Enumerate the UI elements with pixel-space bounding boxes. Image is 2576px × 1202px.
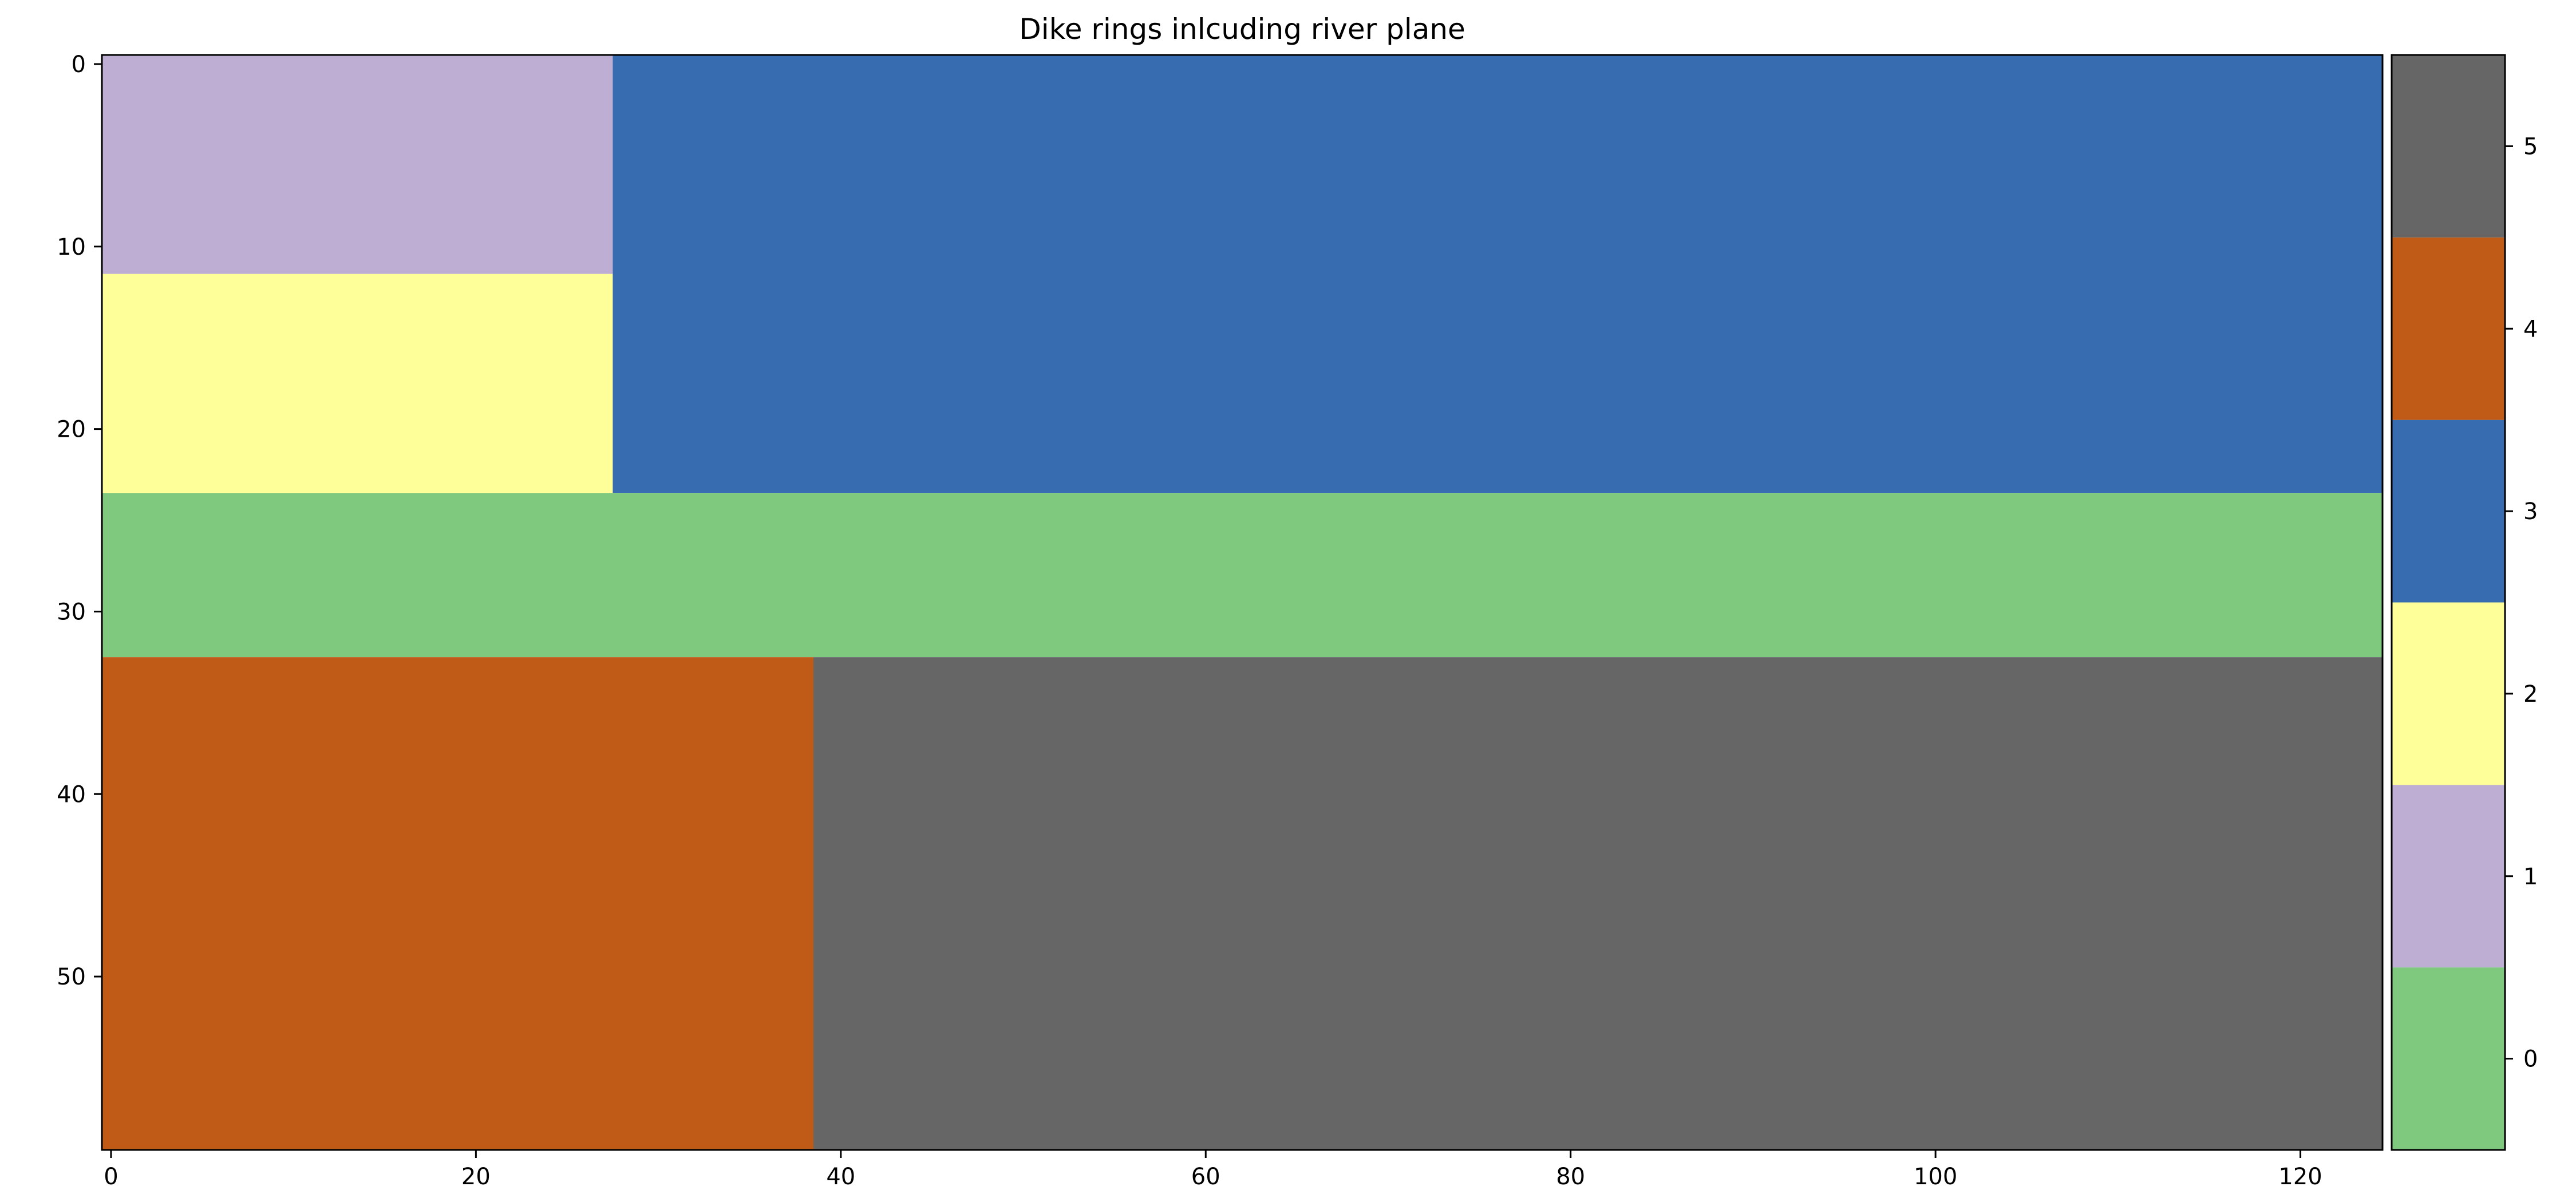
heatmap-region-5 (813, 657, 2383, 1150)
colorbar-tick-label: 3 (2523, 499, 2538, 525)
y-tick-label: 50 (57, 964, 86, 990)
colorbar-tick-label: 4 (2523, 316, 2538, 342)
plot-frame (101, 54, 2384, 1151)
y-tick-label: 20 (57, 417, 86, 443)
colorbar-tick-label: 1 (2523, 864, 2538, 890)
y-tick-label: 10 (57, 234, 86, 260)
heatmap-region-4 (102, 657, 814, 1150)
colorbar-swatch-4 (2392, 237, 2505, 420)
x-tick-label: 0 (104, 1164, 118, 1190)
y-tick-label: 0 (72, 52, 86, 78)
x-tick-label: 20 (461, 1164, 491, 1190)
x-tick-label: 60 (1191, 1164, 1220, 1190)
colorbar-swatch-3 (2392, 420, 2505, 603)
colorbar-tick-label: 5 (2523, 133, 2538, 160)
heatmap-region-0 (102, 55, 613, 274)
colorbar-tick-label: 2 (2523, 681, 2538, 707)
heatmap-region-3 (102, 493, 2383, 658)
colorbar-swatch-2 (2392, 602, 2505, 785)
x-tick-label: 40 (826, 1164, 855, 1190)
colorbar-swatch-1 (2392, 785, 2505, 968)
x-tick-label: 120 (2278, 1164, 2322, 1190)
x-tick-label: 100 (1914, 1164, 1957, 1190)
x-axis: 0 20 40 60 80 100 120 (104, 1150, 2322, 1190)
heatmap-region-1 (102, 274, 613, 493)
colorbar-frame (2391, 54, 2506, 1151)
x-tick-label: 80 (1556, 1164, 1585, 1190)
colorbar-swatch-5 (2392, 55, 2505, 238)
y-tick-label: 40 (57, 781, 86, 808)
colorbar-tick-label: 0 (2523, 1046, 2538, 1073)
heatmap-cells (102, 55, 2383, 1150)
colorbar-swatch-0 (2392, 967, 2505, 1150)
chart-title: Dike rings inlcuding river plane (1019, 13, 1465, 46)
heatmap-region-2 (613, 55, 2383, 493)
y-tick-label: 30 (57, 599, 86, 625)
y-axis: 0 10 20 30 40 50 (57, 52, 102, 990)
colorbar: 0 1 2 3 4 5 (2391, 54, 2538, 1151)
